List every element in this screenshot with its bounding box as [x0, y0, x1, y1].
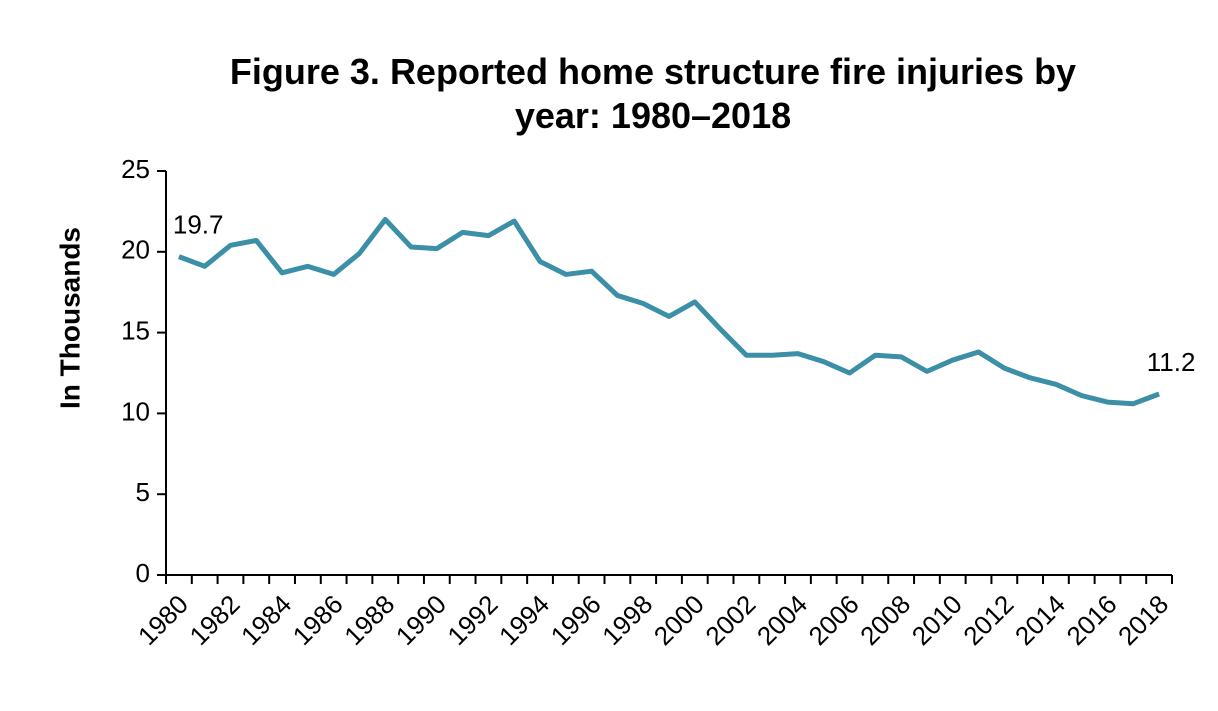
x-tick-label: 2008: [854, 589, 916, 651]
x-tick-label: 2000: [648, 589, 710, 651]
x-tick-label: 2016: [1061, 589, 1123, 651]
x-tick-label: 2010: [906, 589, 968, 651]
data-label: 11.2: [1147, 347, 1196, 377]
y-tick-label: 20: [121, 235, 150, 265]
data-label: 19.7: [173, 210, 224, 240]
x-tick-label: 1990: [390, 589, 452, 651]
y-tick-label: 10: [121, 396, 150, 426]
x-tick-label: 2004: [751, 589, 813, 651]
x-tick-label: 2006: [803, 589, 865, 651]
x-tick-label: 1988: [338, 589, 400, 651]
x-tick-label: 1980: [132, 589, 194, 651]
x-tick-label: 1984: [235, 589, 297, 651]
y-tick-label: 0: [136, 558, 150, 588]
y-tick-label: 15: [121, 315, 150, 345]
x-tick-label: 1994: [493, 589, 555, 651]
x-tick-label: 1992: [441, 589, 503, 651]
chart-title: Figure 3. Reported home structure fire i…: [229, 51, 1077, 136]
x-tick-label: 1982: [183, 589, 245, 651]
x-tick-label: 1996: [545, 589, 607, 651]
x-tick-label: 2018: [1112, 589, 1174, 651]
x-tick-label: 1986: [287, 589, 349, 651]
y-axis-label: In Thousands: [54, 227, 85, 409]
x-tick-label: 2014: [1009, 589, 1071, 651]
y-tick-label: 25: [121, 154, 150, 184]
x-tick-label: 2012: [957, 589, 1019, 651]
y-tick-label: 5: [136, 477, 150, 507]
x-tick-label: 2002: [699, 589, 761, 651]
x-tick-label: 1998: [596, 589, 658, 651]
line: [178, 216, 1160, 407]
